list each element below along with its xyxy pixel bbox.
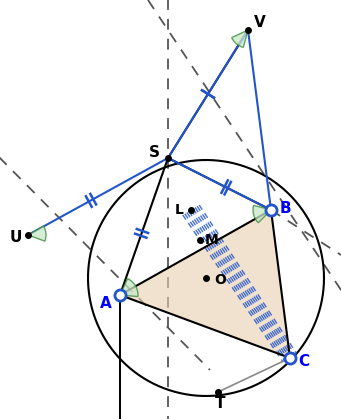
Wedge shape bbox=[28, 226, 46, 241]
Text: T: T bbox=[215, 396, 225, 411]
Text: C: C bbox=[298, 354, 310, 370]
Text: O: O bbox=[214, 273, 226, 287]
Polygon shape bbox=[120, 210, 290, 358]
Wedge shape bbox=[120, 279, 138, 297]
Text: V: V bbox=[254, 15, 266, 29]
Text: A: A bbox=[100, 295, 112, 310]
Text: M: M bbox=[205, 233, 219, 247]
Wedge shape bbox=[253, 205, 271, 223]
Text: U: U bbox=[10, 230, 22, 245]
Wedge shape bbox=[232, 30, 248, 47]
Text: B: B bbox=[279, 201, 291, 215]
Text: S: S bbox=[148, 145, 160, 160]
Text: L: L bbox=[175, 203, 183, 217]
